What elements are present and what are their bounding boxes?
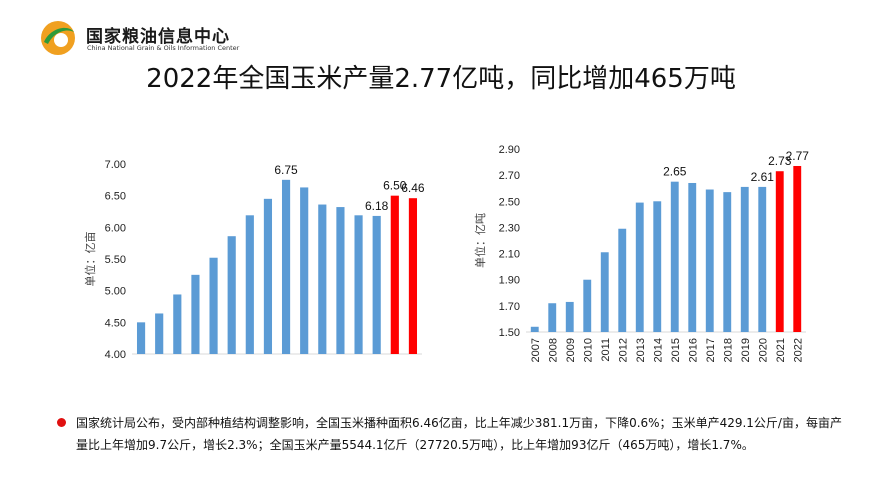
y-tick-label: 2.10	[499, 249, 520, 261]
y-tick-label: 1.90	[499, 275, 520, 287]
planting-area-chart: 4.00 4.50 5.00 5.50 6.00 6.50 7.00 单位：亿亩 6.75 6.1…	[80, 150, 430, 375]
y-tick-label: 6.00	[105, 222, 126, 234]
bar	[530, 326, 539, 332]
y-tick-label: 4.50	[105, 317, 126, 329]
y-tick-label: 4.00	[105, 349, 126, 361]
x-tick-label: 2013	[635, 338, 647, 362]
bar	[565, 301, 574, 332]
note-bullet-icon	[57, 418, 66, 427]
bar	[408, 198, 418, 354]
x-tick-label: 2019	[740, 338, 752, 362]
x-tick-label: 2010	[582, 338, 594, 362]
x-tick-label: 2008	[547, 338, 559, 362]
data-label: 2.73	[768, 154, 792, 168]
y-tick-label: 2.90	[499, 144, 520, 156]
bar	[740, 186, 749, 332]
summary-note-text: 国家统计局公布，受内部种植结构调整影响，全国玉米播种面积6.46亿亩，比上年减少…	[76, 416, 842, 452]
bar	[723, 192, 732, 332]
bar	[583, 279, 592, 332]
y-tick-label: 2.30	[499, 222, 520, 234]
y-tick-label: 5.00	[105, 286, 126, 298]
bar	[318, 204, 327, 354]
x-tick-label: 2012	[617, 338, 629, 362]
bar	[209, 257, 218, 354]
data-label: 6.46	[401, 181, 425, 195]
brand-logo: 国家粮油信息中心 China National Grain & Oils Inf…	[38, 18, 278, 58]
summary-note: 国家统计局公布，受内部种植结构调整影响，全国玉米播种面积6.46亿亩，比上年减少…	[58, 412, 848, 456]
bar	[618, 228, 627, 332]
y-tick-label: 5.50	[105, 254, 126, 266]
bar	[136, 322, 146, 354]
data-label: 2.77	[786, 149, 810, 163]
y-tick-label: 6.50	[105, 191, 126, 203]
data-label: 6.75	[274, 163, 298, 177]
bar	[600, 252, 609, 332]
bar	[635, 202, 644, 332]
bar	[191, 274, 200, 354]
x-tick-label: 2022	[792, 338, 804, 362]
bar	[793, 165, 802, 332]
y-axis-label: 单位：亿亩	[83, 232, 97, 287]
y-tick-label: 2.50	[499, 196, 520, 208]
bar	[775, 171, 784, 332]
bar	[548, 303, 557, 332]
y-axis-label: 单位：亿吨	[473, 213, 487, 268]
y-tick-label: 1.70	[499, 301, 520, 313]
brand-name-cn: 国家粮油信息中心	[86, 27, 230, 47]
x-tick-label: 2017	[705, 338, 717, 362]
x-tick-label: 2020	[757, 338, 769, 362]
bar	[281, 179, 291, 354]
bar	[300, 187, 309, 354]
bar	[245, 215, 254, 354]
y-tick-label: 2.70	[499, 170, 520, 182]
data-label: 2.65	[663, 165, 687, 179]
x-tick-label: 2016	[687, 338, 699, 362]
corn-output-chart-svg: 1.50 1.70 1.90 2.10 2.30 2.50 2.70 2.90 单位：亿吨 2.6…	[473, 144, 810, 362]
bar	[155, 313, 164, 354]
x-tick-label: 2007	[530, 338, 542, 362]
x-tick-label: 2018	[722, 338, 734, 362]
y-tick-label: 7.00	[105, 159, 126, 171]
grain-logo-icon	[41, 21, 75, 55]
page-title: 2022年全国玉米产量2.77亿吨，同比增加465万吨	[146, 64, 736, 94]
bar	[372, 215, 381, 354]
bar	[390, 195, 399, 354]
x-tick-label: 2009	[565, 338, 577, 362]
bar	[705, 189, 714, 332]
y-tick-label: 1.50	[499, 327, 520, 339]
x-tick-label: 2015	[670, 338, 682, 362]
bar	[354, 215, 363, 354]
bar	[653, 201, 662, 332]
brand-name-en: China National Grain & Oils Information …	[87, 44, 240, 52]
bar	[688, 182, 697, 332]
corn-output-chart: 1.50 1.70 1.90 2.10 2.30 2.50 2.70 2.90 单位：亿吨 2.6…	[470, 135, 820, 385]
data-label: 6.50	[383, 179, 407, 193]
bar	[670, 181, 679, 332]
bar	[227, 236, 236, 354]
x-tick-label: 2014	[652, 338, 664, 362]
bar	[758, 186, 767, 332]
bar	[336, 207, 345, 354]
bar	[263, 198, 273, 354]
planting-area-chart-svg: 4.00 4.50 5.00 5.50 6.00 6.50 7.00 单位：亿亩 6.75 6.1…	[83, 159, 425, 361]
bar	[173, 294, 182, 354]
x-tick-label: 2021	[775, 338, 787, 362]
data-label: 2.61	[751, 170, 775, 184]
data-label: 6.18	[365, 199, 389, 213]
x-tick-label: 2011	[600, 338, 612, 362]
